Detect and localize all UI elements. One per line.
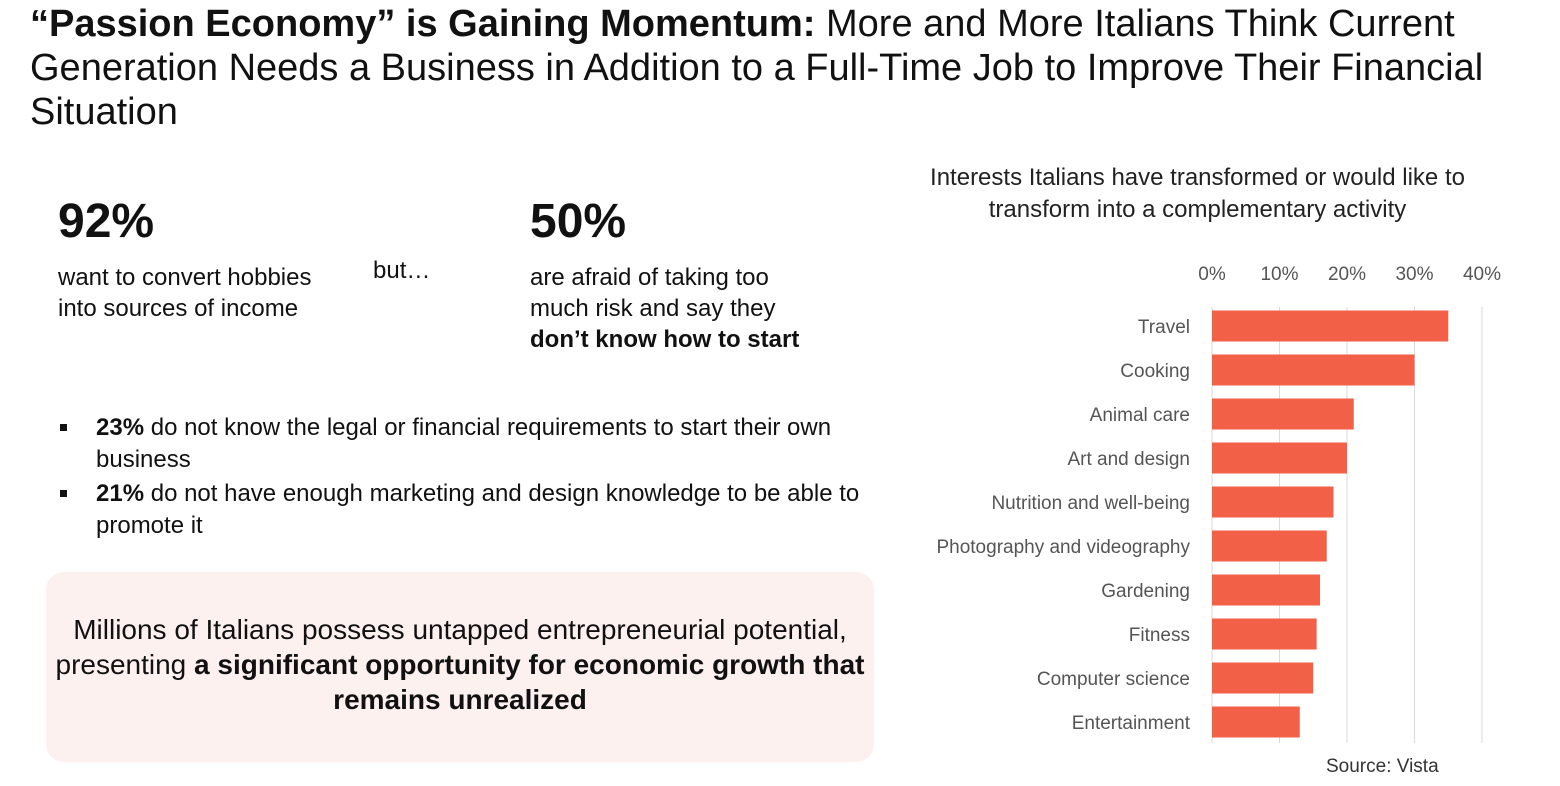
stat-text-risk-plain: are afraid of taking too much risk and s… xyxy=(530,264,776,322)
callout-box: Millions of Italians possess untapped en… xyxy=(46,572,874,762)
x-tick-label: 20% xyxy=(1328,264,1366,285)
source-note: Source: Vista xyxy=(1326,756,1439,777)
category-label: Fitness xyxy=(1129,625,1190,646)
bullet-value: 21% xyxy=(96,480,145,507)
bullet-marker xyxy=(60,424,67,431)
stat-text-risk: are afraid of taking too much risk and s… xyxy=(530,262,830,355)
chart-title: Interests Italians have transformed or w… xyxy=(930,164,1465,223)
bar-animal-care xyxy=(1212,398,1354,430)
stat-value-hobbies: 92% xyxy=(58,195,155,248)
callout-text: Millions of Italians possess untapped en… xyxy=(46,612,874,717)
bar-chart: 0% 10% 20% 30% 40% Travel Cooking Animal care Ar… xyxy=(936,264,1501,743)
page-title-rest: More and More Italians Think Current Gen… xyxy=(30,3,1484,133)
connector-text: but… xyxy=(373,257,431,284)
bullet-marker xyxy=(60,490,67,497)
category-label: Travel xyxy=(1138,317,1190,338)
bar-photography-and-videography xyxy=(1212,530,1327,562)
stat-text-risk-bold: don’t know how to start xyxy=(530,326,800,353)
bar-computer-science xyxy=(1212,662,1314,694)
bar-gardening xyxy=(1212,574,1320,606)
bullet-list: 23% do not know the legal or financial r… xyxy=(58,412,868,544)
bullet-text: do not have enough marketing and design … xyxy=(96,480,860,539)
bullet-item-legal: 23% do not know the legal or financial r… xyxy=(58,412,868,476)
bar-travel xyxy=(1212,310,1449,342)
category-label: Cooking xyxy=(1120,361,1190,382)
bar-fitness xyxy=(1212,618,1317,650)
category-label: Nutrition and well-being xyxy=(991,493,1190,514)
category-label: Computer science xyxy=(1037,669,1190,690)
category-label: Entertainment xyxy=(1072,713,1191,734)
bar-cooking xyxy=(1212,354,1415,386)
category-label: Gardening xyxy=(1101,581,1190,602)
bar-nutrition-and-well-being xyxy=(1212,486,1334,518)
category-label: Photography and videography xyxy=(936,537,1190,558)
stat-value-risk: 50% xyxy=(530,195,627,248)
page-title-bold: “Passion Economy” is Gaining Momentum: xyxy=(30,3,816,45)
bullet-item-marketing: 21% do not have enough marketing and des… xyxy=(58,478,868,542)
callout-text-bold: a significant opportunity for economic g… xyxy=(194,649,865,715)
page-title: “Passion Economy” is Gaining Momentum: M… xyxy=(30,2,1520,134)
x-tick-label: 30% xyxy=(1395,264,1433,285)
x-tick-label: 10% xyxy=(1260,264,1298,285)
stat-text-hobbies: want to convert hobbies into sources of … xyxy=(58,264,312,322)
bullet-text: do not know the legal or financial requi… xyxy=(96,414,832,473)
callout-text-plain: Millions of Italians possess untapped en… xyxy=(55,614,847,680)
bar-entertainment xyxy=(1212,706,1300,738)
bullet-value: 23% xyxy=(96,414,145,441)
bar-art-and-design xyxy=(1212,442,1347,474)
x-tick-label: 0% xyxy=(1198,264,1226,285)
category-label: Animal care xyxy=(1090,405,1190,426)
x-tick-label: 40% xyxy=(1463,264,1501,285)
category-label: Art and design xyxy=(1067,449,1190,470)
